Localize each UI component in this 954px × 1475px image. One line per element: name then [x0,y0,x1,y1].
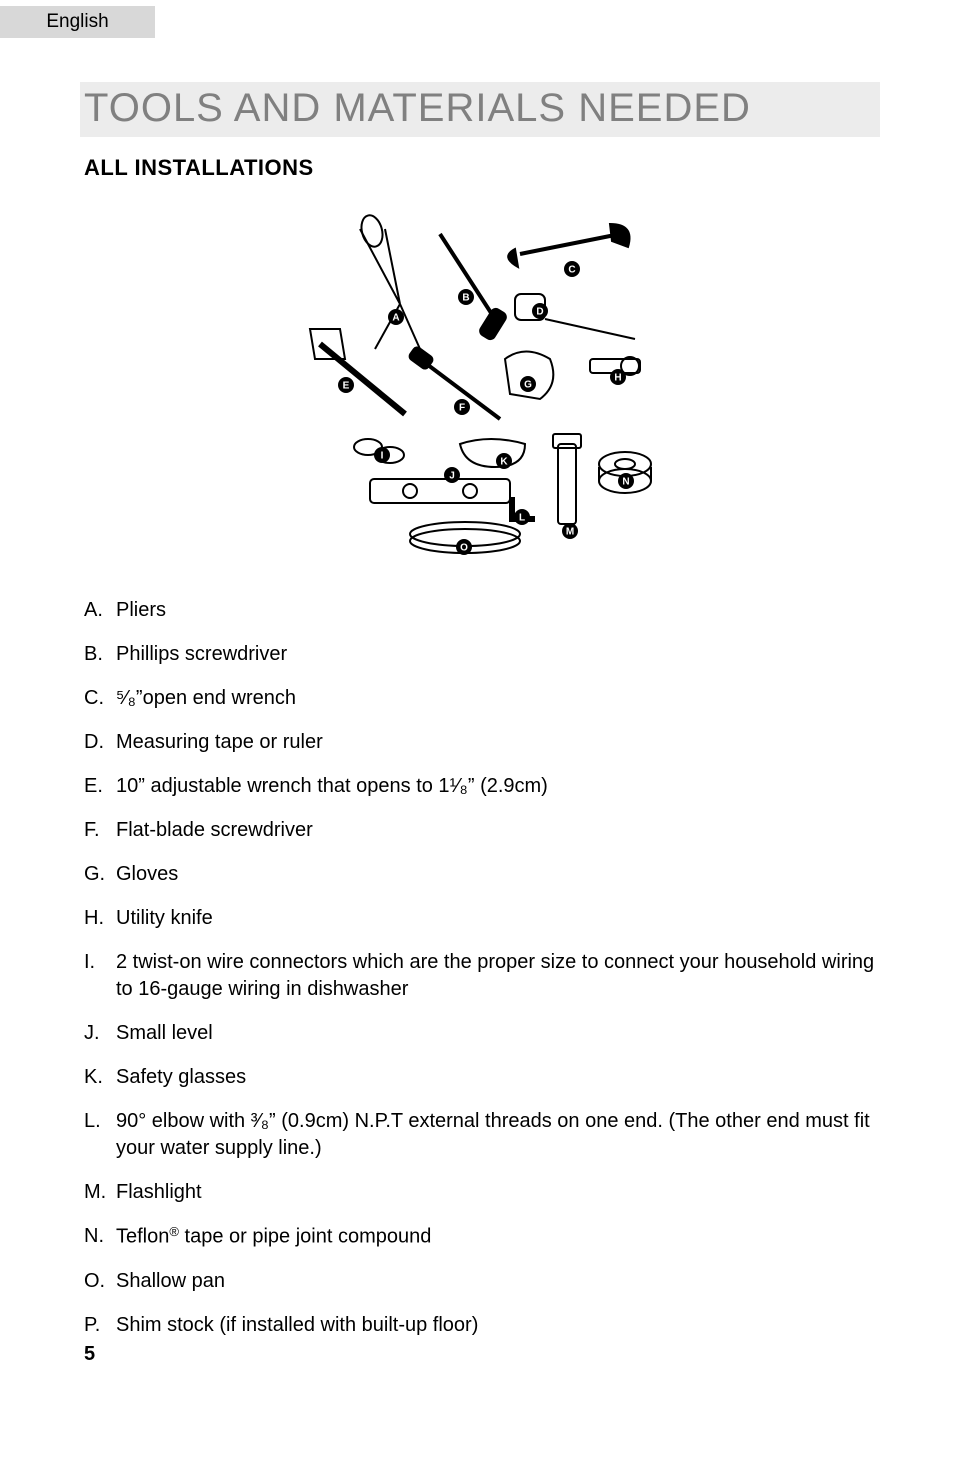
tool-item: K.Safety glasses [84,1064,880,1091]
svg-text:I: I [381,451,384,462]
tool-letter: L. [84,1108,116,1162]
tool-text: Pliers [116,597,880,624]
tool-item: D.Measuring tape or ruler [84,729,880,756]
tool-letter: D. [84,729,116,756]
tool-letter: I. [84,949,116,1003]
tool-letter: B. [84,641,116,668]
tool-text: Teflon® tape or pipe joint compound [116,1223,880,1251]
tool-letter: C. [84,685,116,712]
tool-text: Measuring tape or ruler [116,729,880,756]
tool-item: N.Teflon® tape or pipe joint compound [84,1223,880,1251]
tool-text: Safety glasses [116,1064,880,1091]
tool-text: 2 twist-on wire connectors which are the… [116,949,880,1003]
tool-letter: F. [84,817,116,844]
tools-figure: A B C D E F G H I J K L M N O [80,209,880,569]
svg-text:C: C [568,265,575,276]
tool-letter: A. [84,597,116,624]
tool-item: G.Gloves [84,861,880,888]
tool-text: Flashlight [116,1179,880,1206]
tool-text: Phillips screwdriver [116,641,880,668]
svg-text:J: J [449,471,455,482]
tool-text: 90° elbow with ³⁄₈” (0.9cm) N.P.T extern… [116,1108,880,1162]
tool-letter: G. [84,861,116,888]
section-subtitle: ALL INSTALLATIONS [84,155,880,181]
tool-letter: K. [84,1064,116,1091]
svg-text:G: G [524,380,532,391]
svg-text:B: B [462,293,469,304]
svg-text:A: A [392,313,399,324]
tool-letter: H. [84,905,116,932]
tool-item: O.Shallow pan [84,1268,880,1295]
tool-text: Shim stock (if installed with built-up f… [116,1312,880,1339]
svg-text:F: F [459,403,465,414]
tool-letter: O. [84,1268,116,1295]
tool-text: Shallow pan [116,1268,880,1295]
tool-text: Utility knife [116,905,880,932]
tool-item: A.Pliers [84,597,880,624]
tool-item: P.Shim stock (if installed with built-up… [84,1312,880,1339]
page-title: TOOLS AND MATERIALS NEEDED [80,82,880,137]
tool-list: A.PliersB.Phillips screwdriverC.⁵⁄₈”open… [84,597,880,1339]
tool-text: Gloves [116,861,880,888]
svg-text:O: O [460,543,468,554]
tool-item: H.Utility knife [84,905,880,932]
tool-text: ⁵⁄₈”open end wrench [116,685,880,712]
svg-text:H: H [614,373,621,384]
svg-text:K: K [500,457,508,468]
tool-item: E.10” adjustable wrench that opens to 1¹… [84,773,880,800]
svg-text:L: L [519,513,525,524]
tool-text: 10” adjustable wrench that opens to 1¹⁄₈… [116,773,880,800]
tool-letter: P. [84,1312,116,1339]
svg-text:D: D [536,307,543,318]
tool-letter: J. [84,1020,116,1047]
page-number: 5 [84,1343,95,1366]
svg-text:E: E [343,381,350,392]
tool-item: L.90° elbow with ³⁄₈” (0.9cm) N.P.T exte… [84,1108,880,1162]
tool-item: C.⁵⁄₈”open end wrench [84,685,880,712]
tool-item: B.Phillips screwdriver [84,641,880,668]
tool-item: J.Small level [84,1020,880,1047]
page-content: TOOLS AND MATERIALS NEEDED ALL INSTALLAT… [80,82,880,1356]
tool-letter: E. [84,773,116,800]
svg-text:M: M [566,527,574,538]
tool-letter: N. [84,1223,116,1251]
tool-item: M.Flashlight [84,1179,880,1206]
tool-letter: M. [84,1179,116,1206]
svg-text:N: N [622,477,629,488]
tool-item: I.2 twist-on wire connectors which are t… [84,949,880,1003]
tool-item: F.Flat-blade screwdriver [84,817,880,844]
tool-text: Small level [116,1020,880,1047]
language-tab: English [0,6,155,38]
tool-text: Flat-blade screwdriver [116,817,880,844]
